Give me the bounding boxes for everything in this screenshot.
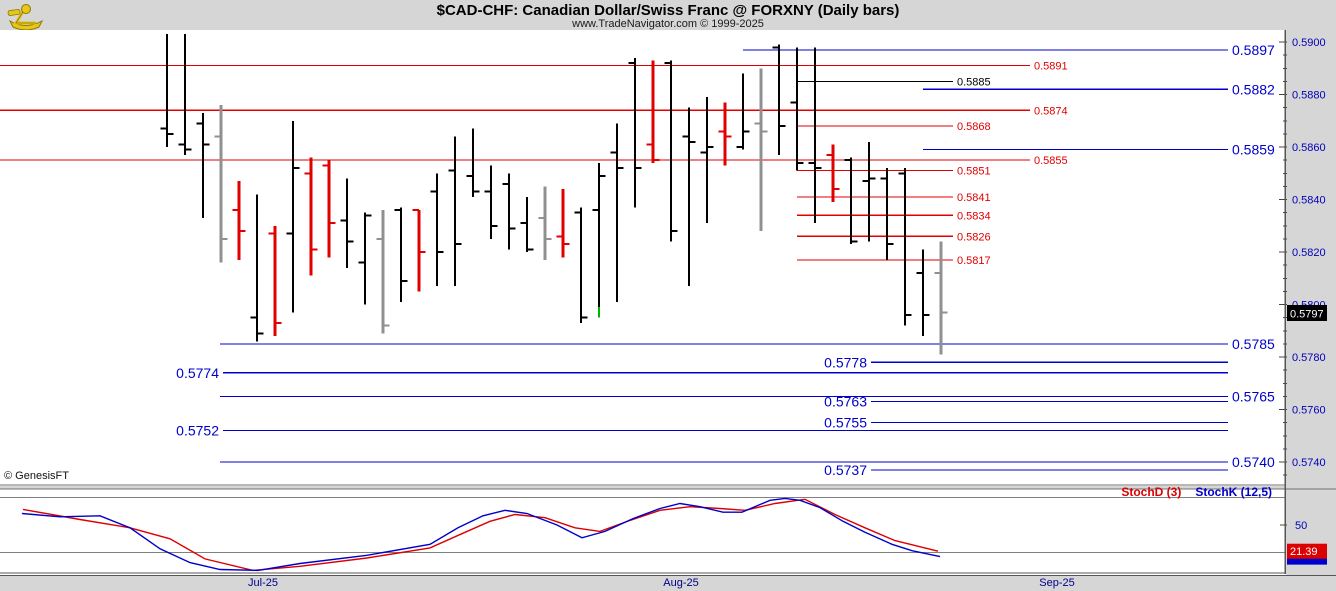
sextant-logo-icon[interactable] [7, 2, 45, 30]
price-level-label: 0.5891 [1034, 61, 1068, 73]
price-level-label: 0.5851 [957, 166, 991, 178]
price-level-label: 0.5897 [1232, 42, 1275, 58]
price-level-label: 0.5882 [1232, 81, 1275, 97]
price-level-label: 0.5740 [1232, 454, 1275, 470]
price-axis-tick-label: 0.5880 [1292, 90, 1326, 102]
price-axis-tick-label: 0.5780 [1292, 352, 1326, 364]
month-label-sep: Sep-25 [1039, 577, 1075, 589]
stochd-legend-label[interactable]: StochD (3) [1121, 485, 1182, 499]
price-level-label: 0.5763 [824, 394, 867, 410]
price-level-label: 0.5834 [957, 210, 991, 222]
stochk-line[interactable] [21, 497, 941, 572]
date-axis-band[interactable]: Jul-25 Aug-25 Sep-25 [0, 575, 1336, 591]
price-axis-tick-label: 0.5740 [1292, 457, 1326, 469]
price-level-label: 0.5841 [957, 192, 991, 204]
price-level-label: 0.5755 [824, 415, 867, 431]
month-label-aug: Aug-25 [663, 577, 699, 589]
price-level-label: 0.5765 [1232, 388, 1275, 404]
stochk-legend-label[interactable]: StochK (12,5) [1195, 485, 1272, 499]
stochd-value-badge-text: 21.39 [1290, 546, 1318, 558]
price-level-label: 0.5859 [1232, 142, 1275, 158]
price-axis-tick-label: 0.5860 [1292, 142, 1326, 154]
price-axis-tick-label: 0.5760 [1292, 405, 1326, 417]
price-level-label: 0.5785 [1232, 336, 1275, 352]
price-axis-tick-label: 0.5820 [1292, 247, 1326, 259]
current-price-badge-value: 0.5797 [1290, 309, 1324, 321]
stoch-legend: StochD (3) StochK (12,5) [1121, 485, 1272, 499]
price-level-label: 0.5817 [957, 255, 991, 267]
chart-subtitle: www.TradeNavigator.com © 1999-2025 [572, 18, 764, 30]
price-level-label: 0.5855 [1034, 155, 1068, 167]
price-level-label: 0.5774 [176, 365, 219, 381]
price-level-label: 0.5752 [176, 423, 219, 439]
price-level-label: 0.5885 [957, 76, 991, 88]
title-band: $CAD-CHF: Canadian Dollar/Swiss Franc @ … [0, 0, 1336, 30]
chart-title: $CAD-CHF: Canadian Dollar/Swiss Franc @ … [436, 2, 900, 19]
price-level-label: 0.5868 [957, 121, 991, 133]
price-level-label: 0.5874 [1034, 105, 1068, 117]
month-label-jul: Jul-25 [248, 577, 278, 589]
price-level-label: 0.5778 [824, 354, 867, 370]
price-axis-tick-label: 0.5900 [1292, 37, 1326, 49]
stochd-line[interactable] [22, 498, 939, 572]
price-level-label: 0.5826 [957, 231, 991, 243]
price-axis-band[interactable] [1286, 30, 1336, 575]
stoch-axis-tick-label: 50 [1295, 520, 1307, 532]
genesisft-watermark: © GenesisFT [4, 470, 69, 482]
stochd-value-badge [1287, 543, 1327, 559]
price-axis-tick-label: 0.5840 [1292, 195, 1326, 207]
panel-separator-strip [0, 486, 1286, 489]
current-price-badge [1287, 305, 1327, 321]
price-level-label: 0.5737 [824, 462, 867, 478]
